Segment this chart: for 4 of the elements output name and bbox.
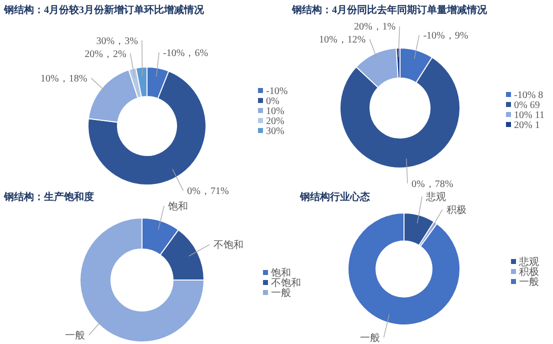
- chart-title: 钢结构：4月份较3月份新增订单环比增减情况: [3, 4, 205, 16]
- chart-title: 钢结构：生产饱和度: [3, 191, 94, 203]
- chart-title: 钢结构：4月份同比去年同期订单量增减情况: [291, 4, 488, 16]
- chart-title: 钢结构行业心态: [299, 191, 371, 203]
